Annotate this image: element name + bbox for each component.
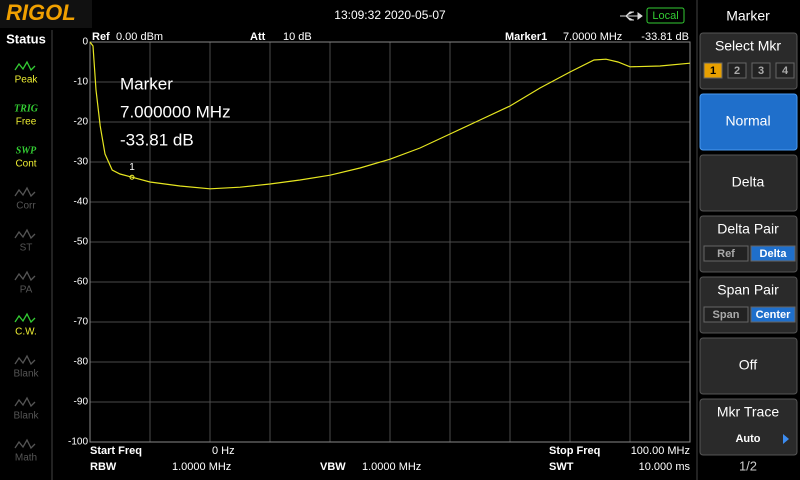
y-tick-label: -40 bbox=[74, 197, 89, 208]
status-icon bbox=[14, 186, 36, 198]
local-box bbox=[646, 7, 685, 24]
status-label: Blank bbox=[13, 411, 39, 422]
menu-button-label: Span Pair bbox=[717, 282, 779, 298]
trace bbox=[89, 41, 691, 190]
swt-label: SWT bbox=[549, 461, 574, 473]
menu-page: 1/2 bbox=[739, 458, 757, 473]
menu-button[interactable] bbox=[699, 93, 798, 151]
rbw-label: RBW bbox=[90, 461, 117, 473]
status-tag: TRIG bbox=[14, 103, 39, 114]
status-icon bbox=[14, 60, 36, 72]
status-tag: SWP bbox=[16, 145, 37, 156]
menu-button[interactable] bbox=[699, 154, 798, 212]
logo: RIGOL bbox=[6, 0, 76, 25]
menu-option[interactable] bbox=[751, 62, 771, 79]
status-label: Free bbox=[16, 117, 37, 128]
swt: 10.000 ms bbox=[639, 461, 691, 473]
status-label: Blank bbox=[13, 369, 39, 380]
menu-option-label: 1 bbox=[710, 65, 716, 77]
logo-bg bbox=[0, 0, 92, 28]
menu-option[interactable] bbox=[750, 245, 796, 262]
y-tick-label: -10 bbox=[74, 77, 89, 88]
status-label: Peak bbox=[15, 75, 39, 86]
y-tick-label: 0 bbox=[82, 37, 88, 48]
ref: 0.00 dBm bbox=[116, 31, 163, 43]
start: 0 Hz bbox=[212, 445, 235, 457]
stop: 100.00 MHz bbox=[631, 445, 690, 457]
y-tick-label: -100 bbox=[68, 437, 88, 448]
y-tick-label: -30 bbox=[74, 157, 89, 168]
y-tick-label: -80 bbox=[74, 357, 89, 368]
status-icon bbox=[14, 228, 36, 240]
menu-button-label: Delta bbox=[732, 174, 765, 190]
start-label: Start Freq bbox=[90, 445, 142, 457]
plot-border bbox=[89, 41, 691, 443]
menu-button-label: Normal bbox=[725, 113, 770, 129]
menu-option-label: Center bbox=[756, 309, 792, 321]
menu-value: Auto bbox=[735, 433, 760, 445]
status-icon bbox=[14, 354, 36, 366]
menu-option-label: 2 bbox=[734, 65, 740, 77]
marker-point bbox=[129, 174, 135, 180]
stop-label: Stop Freq bbox=[549, 445, 600, 457]
vbw: 1.0000 MHz bbox=[362, 461, 421, 473]
usb-icon bbox=[620, 11, 643, 21]
status-icon bbox=[14, 312, 36, 324]
datetime: 13:09:32 2020-05-07 bbox=[334, 8, 446, 22]
menu-option-label: Span bbox=[713, 309, 740, 321]
menu-button[interactable] bbox=[699, 337, 798, 395]
marker-annotation: 7.000000 MHz bbox=[120, 102, 231, 121]
status-label: C.W. bbox=[15, 327, 37, 338]
status-icon bbox=[14, 270, 36, 282]
menu-button[interactable] bbox=[699, 398, 798, 456]
menu-option[interactable] bbox=[750, 306, 796, 323]
status-label: Corr bbox=[16, 201, 36, 212]
menu-option-label: 3 bbox=[758, 65, 764, 77]
y-tick-label: -60 bbox=[74, 277, 89, 288]
menu-button-label: Select Mkr bbox=[715, 38, 781, 54]
menu-option-label: Delta bbox=[760, 248, 788, 260]
menu-option[interactable] bbox=[775, 62, 795, 79]
rbw: 1.0000 MHz bbox=[172, 461, 231, 473]
y-tick-label: -20 bbox=[74, 117, 89, 128]
status-label: Cont bbox=[15, 159, 36, 170]
marker-number: 1 bbox=[129, 162, 135, 173]
status-label: ST bbox=[20, 243, 33, 254]
att: 10 dB bbox=[283, 31, 312, 43]
marker-level: -33.81 dB bbox=[641, 31, 689, 43]
menu-button-label: Mkr Trace bbox=[717, 404, 779, 420]
mode: Local bbox=[652, 10, 678, 22]
marker-annotation: Marker bbox=[120, 74, 173, 93]
status-icon bbox=[14, 396, 36, 408]
menu-option-label: 4 bbox=[782, 65, 789, 77]
menu-option[interactable] bbox=[727, 62, 747, 79]
y-tick-label: -50 bbox=[74, 237, 89, 248]
att-label: Att bbox=[250, 31, 266, 43]
menu-option[interactable] bbox=[703, 306, 749, 323]
menu-arrow bbox=[783, 434, 789, 444]
menu-button-label: Delta Pair bbox=[717, 221, 779, 237]
status-icon bbox=[14, 438, 36, 450]
menu-button[interactable] bbox=[699, 32, 798, 90]
menu-title: Marker bbox=[726, 8, 770, 24]
marker-annotation: -33.81 dB bbox=[120, 130, 194, 149]
y-tick-label: -90 bbox=[74, 397, 89, 408]
status-title: Status bbox=[6, 31, 46, 46]
status-label: Math bbox=[15, 453, 37, 464]
ref-label: Ref bbox=[92, 31, 110, 43]
vbw-label: VBW bbox=[320, 461, 346, 473]
marker-label: Marker1 bbox=[505, 31, 547, 43]
menu-option[interactable] bbox=[703, 245, 749, 262]
marker-freq: 7.0000 MHz bbox=[563, 31, 622, 43]
menu-option-label: Ref bbox=[717, 248, 735, 260]
menu-option[interactable] bbox=[703, 62, 723, 79]
menu-button-label: Off bbox=[739, 357, 758, 373]
status-label: PA bbox=[20, 285, 33, 296]
y-tick-label: -70 bbox=[74, 317, 89, 328]
